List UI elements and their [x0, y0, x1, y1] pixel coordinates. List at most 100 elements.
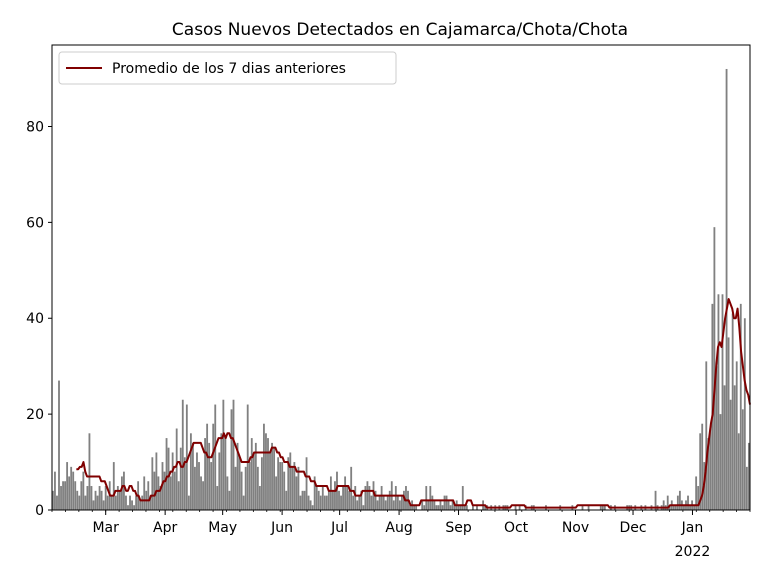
bar — [348, 490, 351, 510]
x-axis: Mar Apr May Jun Jul Aug Sep Oct Nov Dec Jan 2022 — [51, 510, 751, 560]
bar — [58, 380, 60, 510]
bar — [374, 490, 377, 510]
bar — [212, 423, 215, 510]
bar — [662, 500, 665, 510]
bar — [177, 481, 180, 510]
bar — [206, 423, 209, 510]
bar — [66, 462, 69, 510]
bar — [378, 495, 381, 510]
bar — [120, 476, 123, 510]
y-tick-label: 40 — [26, 311, 44, 327]
bar — [325, 495, 328, 510]
bar — [415, 505, 418, 510]
bar — [461, 486, 464, 510]
bar — [707, 438, 710, 510]
bar — [587, 505, 590, 510]
bar — [194, 466, 196, 510]
bar — [60, 486, 62, 510]
bar — [171, 452, 174, 510]
bar — [293, 462, 296, 510]
bar — [350, 466, 353, 510]
bar — [183, 457, 186, 510]
bar — [200, 476, 202, 510]
bar — [271, 442, 273, 510]
bar — [198, 462, 200, 510]
bar — [242, 495, 245, 510]
bar — [705, 361, 708, 510]
bar — [106, 495, 109, 510]
bar — [334, 481, 336, 510]
bar — [139, 500, 142, 510]
bar — [267, 438, 269, 510]
bar — [283, 471, 286, 510]
bar — [163, 471, 166, 510]
bar — [317, 490, 320, 510]
bar — [143, 476, 146, 510]
bar — [599, 505, 602, 510]
bar — [232, 399, 235, 510]
bar — [463, 505, 466, 510]
bar — [394, 486, 397, 510]
bar — [332, 490, 334, 510]
bar — [224, 438, 227, 510]
bar — [104, 486, 107, 510]
bar — [654, 490, 657, 510]
bar — [354, 486, 357, 510]
bar — [421, 500, 424, 510]
bar — [366, 481, 369, 510]
bar — [220, 433, 223, 510]
bar — [451, 500, 454, 510]
bar — [603, 505, 606, 510]
bar — [238, 457, 241, 510]
bar — [157, 476, 160, 510]
bar — [214, 404, 217, 510]
bar — [315, 486, 318, 510]
bar — [439, 500, 442, 510]
bar — [433, 500, 436, 510]
bar — [222, 399, 225, 510]
bar — [297, 466, 300, 510]
bar — [84, 495, 87, 510]
bar — [129, 495, 131, 510]
bar — [52, 490, 54, 510]
bar — [699, 433, 702, 510]
bar — [64, 481, 66, 510]
bar — [476, 505, 478, 510]
bar — [135, 495, 138, 510]
bar — [226, 476, 229, 510]
bar — [70, 466, 73, 510]
bar — [518, 505, 521, 510]
x-tick-label: Jun — [270, 520, 293, 536]
bar — [427, 500, 430, 510]
bar — [384, 500, 387, 510]
bar — [240, 471, 243, 510]
bar — [90, 486, 93, 510]
bar — [275, 476, 278, 510]
bar — [234, 466, 237, 510]
bar — [116, 486, 119, 510]
bar — [386, 495, 389, 510]
bar — [62, 481, 64, 510]
bar — [441, 505, 444, 510]
bar — [114, 495, 117, 510]
bar — [181, 399, 184, 510]
bar — [248, 462, 251, 510]
bar — [254, 442, 257, 510]
bar — [92, 500, 95, 510]
bar — [709, 428, 712, 510]
bar — [173, 471, 176, 510]
bar — [666, 495, 669, 510]
bar — [258, 486, 261, 510]
bar — [735, 361, 738, 510]
bar — [356, 500, 359, 510]
chart-title: Casos Nuevos Detectados en Cajamarca/Cho… — [172, 20, 628, 40]
bar — [346, 486, 349, 510]
x-tick-label: Jan — [681, 520, 704, 536]
bar — [86, 486, 89, 510]
bar — [429, 486, 432, 510]
bar — [303, 490, 306, 510]
bar — [309, 500, 312, 510]
bar — [689, 505, 691, 510]
bar — [76, 490, 79, 510]
